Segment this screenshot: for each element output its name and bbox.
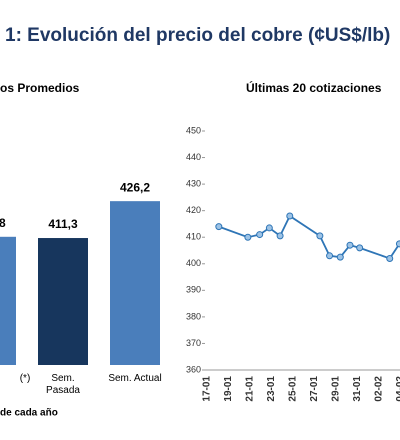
point [346, 241, 354, 249]
point [286, 212, 294, 220]
point [215, 223, 223, 231]
y-tick-label: 400 [186, 258, 201, 268]
y-tick-label: 370 [186, 338, 201, 348]
point [276, 232, 284, 240]
y-tick-label: 410 [186, 232, 201, 242]
page-title: 1: Evolución del precio del cobre (¢US$/… [5, 25, 390, 46]
bar [0, 236, 16, 365]
x-tick-label: 31-01 [352, 376, 363, 402]
value-label: 411,3 [48, 217, 78, 231]
point [395, 240, 400, 248]
y-tick-label: 360 [186, 364, 201, 374]
x-tick-label: 21-01 [245, 376, 256, 402]
x-tick-label: 19-01 [223, 376, 234, 402]
point [356, 244, 364, 252]
y-tick-label: 450 [186, 125, 201, 135]
x-tick-label: Sem. Actual [108, 373, 162, 384]
x-tick-label: 04-02 [395, 376, 400, 402]
x-tick-label: 02-02 [374, 376, 385, 402]
x-tick-label: 25-01 [288, 376, 299, 402]
point [256, 231, 264, 239]
line-title: Últimas 20 cotizaciones [246, 80, 382, 95]
point [244, 233, 252, 241]
x-tick-label: (*) [19, 373, 31, 384]
y-tick-label: 420 [186, 205, 201, 215]
y-tick-label: 430 [186, 178, 201, 188]
x-tick-label: Sem. Pasada [46, 373, 80, 396]
point [326, 252, 334, 260]
bar-title: os Promedios [0, 81, 80, 95]
y-tick-label: 380 [186, 311, 201, 321]
x-tick-label: 23-01 [266, 376, 277, 402]
y-tick-label: 440 [186, 152, 201, 162]
value-label: 426,2 [120, 180, 150, 194]
point [386, 254, 394, 262]
bar [38, 238, 88, 365]
footnote: de cada año [0, 408, 58, 419]
point [316, 232, 324, 240]
x-tick-label: 29-01 [331, 376, 342, 402]
bar [110, 201, 160, 365]
point [336, 253, 344, 261]
x-tick-label: 27-01 [309, 376, 320, 402]
x-tick-label: 17-01 [202, 376, 213, 402]
y-tick-label: 390 [186, 285, 201, 295]
point [265, 224, 273, 232]
value-label: 411,8 [0, 216, 6, 230]
